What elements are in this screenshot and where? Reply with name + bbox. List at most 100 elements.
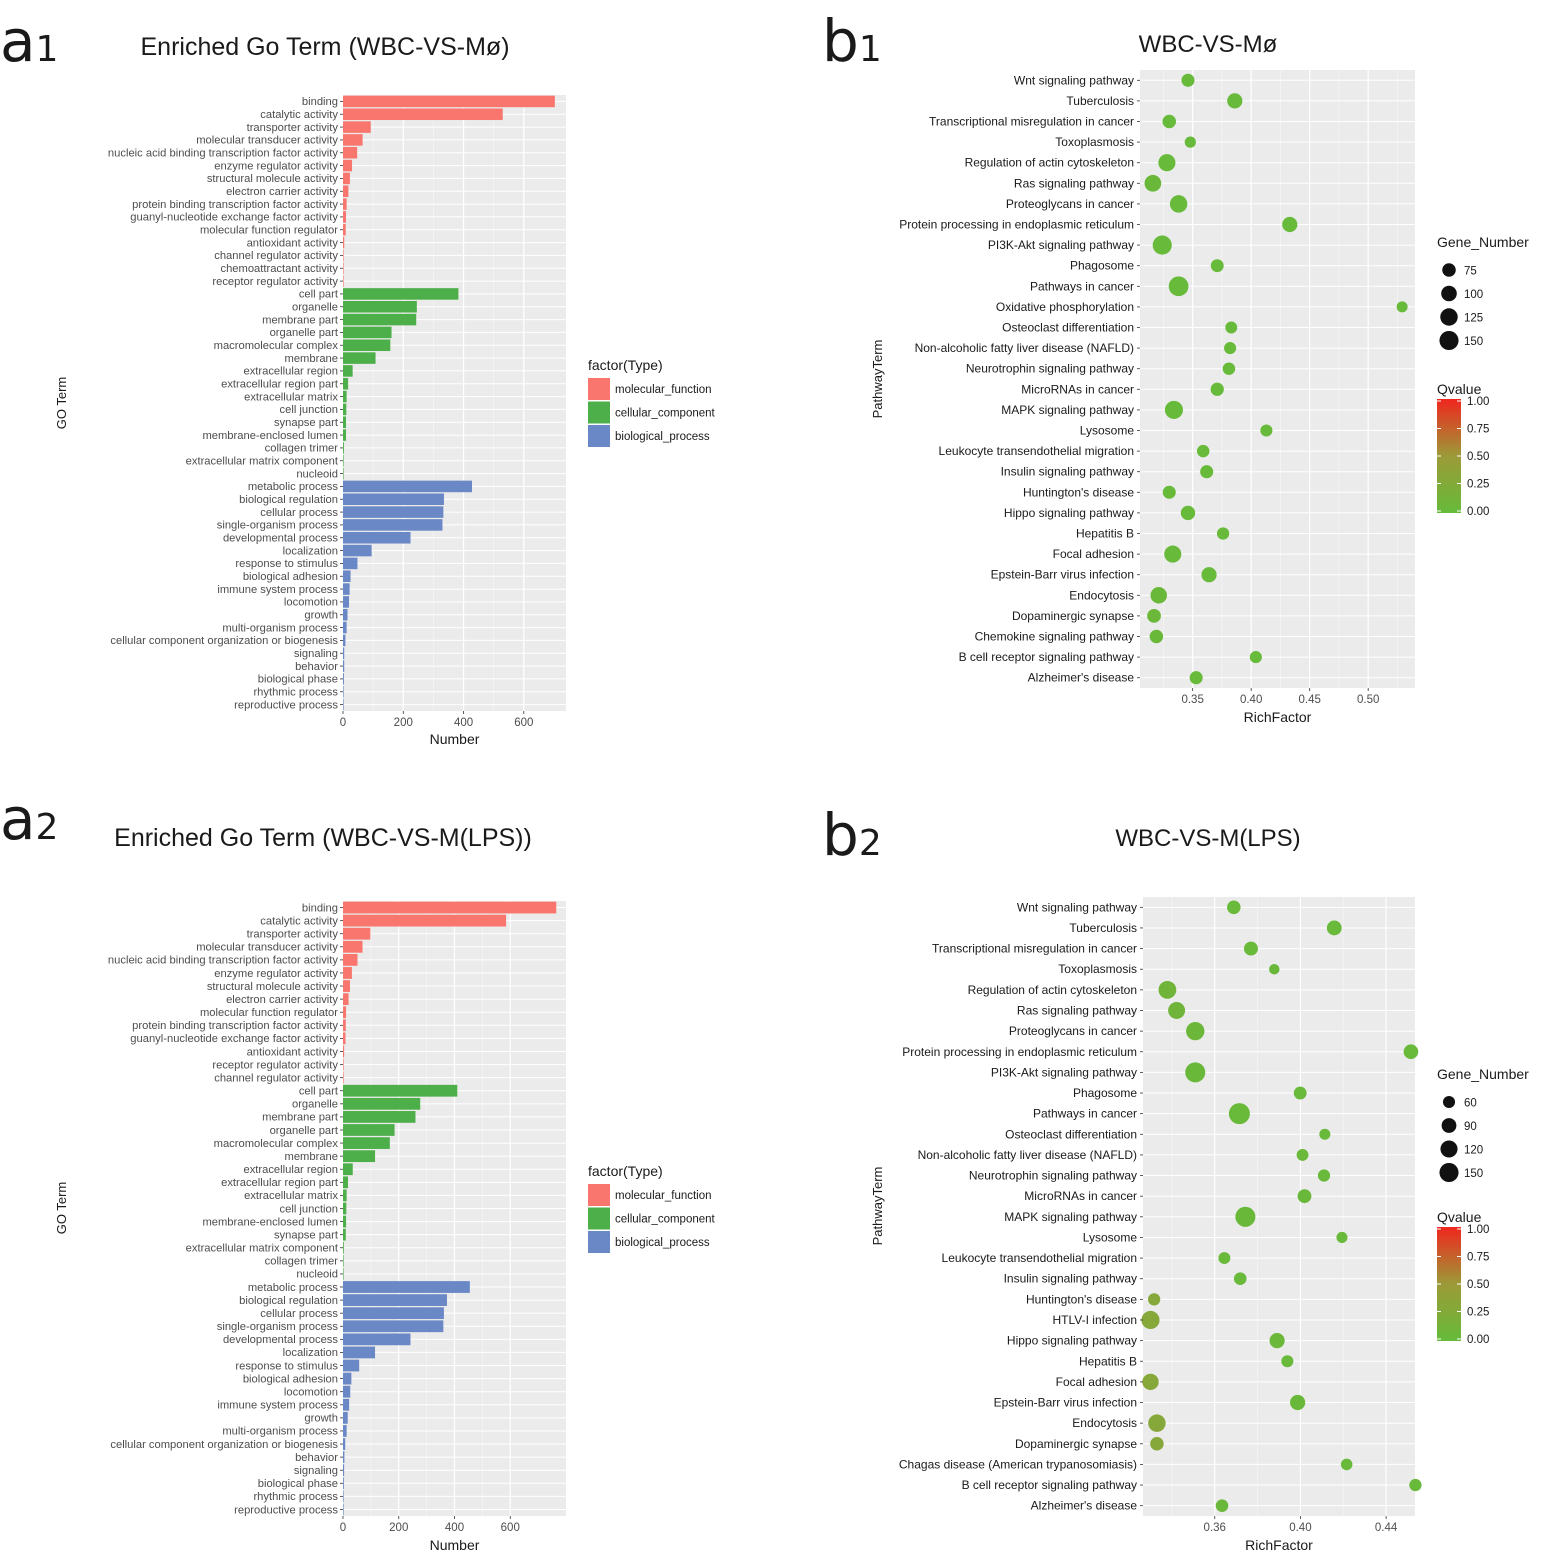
bar [343,647,345,660]
y-tick-label: nucleic acid binding transcription facto… [108,148,338,160]
data-point [1185,1062,1206,1083]
bar [343,1176,349,1189]
y-tick-label: membrane [285,1151,338,1163]
y-tick-label: membrane part [262,314,339,326]
y-tick-label: immune system process [217,584,338,596]
y-tick-label: macromolecular complex [214,340,339,352]
y-tick-label: Protein processing in endoplasmic reticu… [899,218,1134,232]
y-tick-label: binding [302,902,338,914]
data-point [1180,505,1196,521]
legend-key [588,1231,610,1253]
y-tick-label: Lysosome [1080,424,1135,438]
data-point [1297,1189,1312,1204]
x-tick-label: 0.36 [1204,1522,1226,1534]
data-point [1216,527,1230,540]
bar [343,454,344,467]
y-tick-label: MAPK signaling pathway [1001,403,1134,417]
bar [343,1359,360,1372]
y-tick-label: single-organism process [217,1321,339,1333]
bar [343,313,417,326]
y-tick-label: antioxidant activity [247,1046,339,1058]
bar [343,377,349,390]
y-tick-label: Protein processing in endoplasmic reticu… [902,1045,1137,1059]
y-tick-label: protein binding transcription factor act… [132,199,338,211]
bar [343,608,348,621]
data-point [1148,1414,1166,1432]
y-tick-label: organelle [292,1099,338,1111]
y-tick-label: Oxidative phosphorylation [996,300,1134,314]
x-axis-label: RichFactor [1244,709,1312,725]
y-tick-label: Hepatitis B [1079,1354,1137,1368]
plot-panel [343,95,566,711]
legend-label: molecular_function [615,384,712,396]
panel-letter: b [822,7,859,75]
plot-panel [1143,897,1415,1516]
size-legend-label: 125 [1464,313,1483,325]
y-tick-label: biological regulation [239,494,338,506]
data-point [1210,382,1224,396]
data-point [1150,587,1167,604]
y-tick-label: Dopaminergic synapse [1012,609,1134,623]
y-tick-label: molecular transducer activity [196,135,338,147]
y-tick-label: PI3K-Akt signaling pathway [991,1065,1137,1079]
bar [343,236,345,249]
data-point [1150,1437,1164,1451]
y-tick-label: MicroRNAs in cancer [1021,382,1134,396]
chart-title: WBC-VS-M(LPS) [1115,825,1300,852]
y-tick-label: extracellular region [243,1164,338,1176]
size-legend-key [1439,1162,1459,1183]
data-point [1409,1478,1422,1492]
data-point [1168,276,1189,297]
x-tick-label: 600 [501,1522,520,1534]
bar [343,493,444,506]
bar [343,403,347,416]
bar [343,108,503,121]
data-point [1162,485,1176,499]
y-tick-label: structural molecule activity [207,173,339,185]
data-point [1164,400,1183,419]
y-tick-label: rhythmic process [253,687,338,699]
bar [343,1372,352,1385]
data-point [1235,1206,1256,1227]
y-tick-label: organelle part [270,1125,339,1137]
y-tick-label: nucleoid [296,468,338,480]
y-tick-label: Huntington's disease [1023,485,1134,499]
y-tick-label: rhythmic process [253,1491,338,1503]
color-bar-label: 0.00 [1467,506,1489,518]
legend-title: factor(Type) [588,357,663,373]
y-axis-label: PathwayTerm [870,340,885,419]
chart-title: Enriched Go Term (WBC-VS-Mø) [140,33,509,61]
bar [343,1189,347,1202]
y-tick-label: transporter activity [247,929,339,941]
y-tick-label: molecular function regulator [200,225,338,237]
bar [343,927,371,940]
y-tick-label: Pathways in cancer [1030,279,1134,293]
data-point [1158,154,1176,172]
y-tick-label: extracellular matrix [244,1190,338,1202]
y-tick-label: Wnt signaling pathway [1017,900,1137,914]
y-tick-label: Hippo signaling pathway [1004,506,1134,520]
bar [343,1346,376,1359]
x-tick-label: 600 [514,717,533,729]
panel-label-b1: b1 [822,12,882,70]
data-point [1227,93,1243,109]
bar [343,198,347,210]
bar [343,1398,350,1411]
data-point [1260,424,1273,437]
data-point [1201,567,1217,583]
data-point [1269,1333,1285,1349]
bar [343,901,557,914]
data-point [1181,73,1195,87]
data-point [1296,1148,1309,1161]
bar [343,660,345,672]
y-tick-label: Pathways in cancer [1033,1107,1137,1121]
bar [343,621,347,634]
bar [343,134,363,146]
size-legend-label: 90 [1464,1121,1477,1133]
y-tick-label: Hippo signaling pathway [1007,1334,1137,1348]
y-tick-label: chemoattractant activity [220,263,338,275]
bar [343,940,363,953]
y-tick-label: guanyl-nucleotide exchange factor activi… [130,212,338,224]
y-tick-label: Regulation of actin cytoskeleton [965,156,1134,170]
data-point [1326,920,1342,936]
